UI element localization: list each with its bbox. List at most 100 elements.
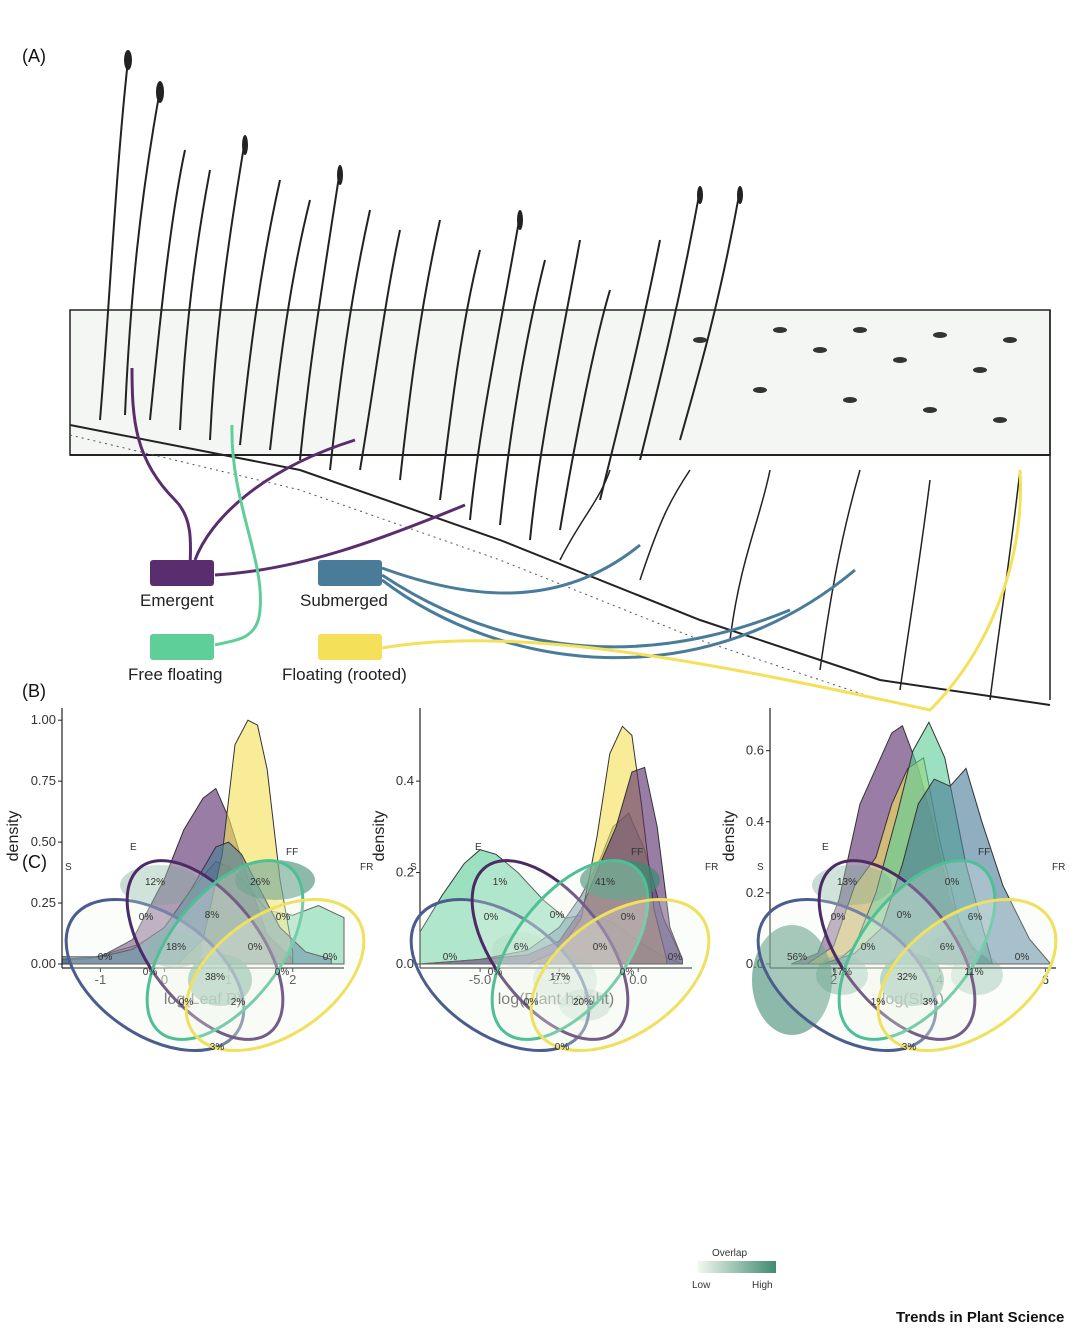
venn-set-label-e: E [475,842,482,853]
venn-region-s-e-fr: 2% [231,997,246,1008]
panel-c-label: (C) [22,852,47,872]
venn-region-ff-fr: 0% [621,912,636,923]
venn-region-e-only: 1% [493,877,508,888]
venn-region-e-ff-fr: 6% [940,942,955,953]
venn-shade-e-ff-s [492,932,548,968]
sediment [69,434,881,701]
venn-shade-e-fr [951,955,1003,995]
venn-region-s-ff: 0% [488,967,503,978]
legend-label-submerged: Submerged [300,591,388,610]
y-tick-label: 0.6 [746,743,764,758]
venn-set-e [817,859,977,1041]
venn-set-fr [184,897,366,1053]
venn-region-s-fr: 3% [902,1042,917,1053]
reed-heads [124,50,743,230]
legend-swatch-emergent [150,560,214,586]
venn-set-label-ff: FF [631,847,643,858]
x-tick-label: -5.0 [469,972,491,987]
venn-diagram-3: S E FF FR 13% 0% 0% 56% 0% 6% 0% 0% 6% 32% 17% 11% 3% 1% 3… [752,842,1065,1053]
venn-set-label-e: E [130,842,137,853]
reed-stems [99,59,741,541]
y-axis-title: density [371,811,388,862]
venn-region-center: 32% [897,972,917,983]
venn-region-s-only: 0% [98,952,113,963]
venn-shade-center [880,954,944,1006]
panel-a-label: (A) [22,46,46,66]
venn-region-s-ff-fr: 1% [871,997,886,1008]
y-axis-title: density [5,811,22,862]
venn-shade-e-only [812,865,892,905]
journal-credit: Trends in Plant Science [896,1309,1064,1326]
venn-shade-s-only [752,925,832,1035]
venn-region-center: 38% [205,972,225,983]
y-tick-label: 0.2 [396,865,414,880]
venn-region-e-ff: 8% [205,910,220,921]
venn-set-label-fr: FR [705,862,718,873]
venn-region-s-ff: 17% [832,967,852,978]
venn-set-label-ff: FF [286,847,298,858]
venn-region-s-ff: 0% [143,967,158,978]
venn-shade-ff-only [235,860,315,900]
panel-b-label: (B) [22,681,46,701]
venn-shade-s-e-fr [559,989,611,1021]
venn-set-ff [145,859,305,1041]
venn-diagram-2: S E FF FR 1% 41% 0% 0% 0% 0% 0% 6% 0% 17% 0% 0% 0% 0% 20% [409,842,718,1053]
y-tick-label: 0.00 [31,956,56,971]
venn-region-s-e: 0% [484,912,499,923]
venn-region-center: 17% [550,972,570,983]
venn-shade-e-only [120,865,200,905]
venn-region-s-e-fr: 3% [923,997,938,1008]
legend-swatch-submerged [318,560,382,586]
y-tick-label: 0.4 [746,814,764,829]
venn-region-s-fr: 3% [210,1042,225,1053]
venn-region-e-fr: 0% [620,967,635,978]
venn-set-ff [837,859,997,1041]
venn-shade-center [188,954,252,1006]
venn-shade-center [533,954,597,1006]
venn-region-e-ff: 0% [897,910,912,921]
y-tick-label: 1.00 [31,712,56,727]
overlap-legend-title: Overlap [712,1248,747,1259]
venn-set-e [470,859,630,1041]
venn-region-e-ff-fr: 0% [248,942,263,953]
venn-set-label-s: S [757,862,764,873]
x-tick-label: 0 [161,972,168,987]
venn-region-fr-only: 0% [1015,952,1030,963]
venn-region-fr-only: 0% [668,952,683,963]
legend-label-emergent: Emergent [140,591,214,610]
venn-set-label-fr: FR [360,862,373,873]
overlap-legend-high: High [752,1280,773,1291]
venn-region-e-fr: 0% [275,967,290,978]
venn-region-s-ff-fr: 0% [179,997,194,1008]
venn-set-fr [876,897,1058,1053]
submerged-plants [559,469,1021,701]
venn-region-s-only: 0% [443,952,458,963]
venn-diagram-1: S E FF FR 12% 26% 0% 0% 8% 0% 0% 18% 0% 38% 0% 0% 3% 0% 2% [64,842,373,1053]
y-tick-label: 0.25 [31,895,56,910]
lake-bank [69,424,1051,706]
density-series-emergent [419,766,684,965]
venn-region-s-e: 0% [139,912,154,923]
venn-set-ff [490,859,650,1041]
water-surface [69,309,1051,456]
y-tick-label: 0.4 [396,773,414,788]
venn-set-label-fr: FR [1052,862,1065,873]
venn-set-fr [529,897,711,1053]
venn-region-e-fr: 11% [964,967,983,978]
venn-region-fr-only: 0% [323,952,338,963]
venn-region-ff-only: 41% [595,877,615,888]
venn-region-s-fr: 0% [555,1042,570,1053]
venn-region-s-e: 0% [831,912,846,923]
connector-lines [130,367,1022,712]
x-tick-label: 2 [289,972,296,987]
x-tick-label: 2 [830,972,837,987]
x-axis-title: log(Plant height) [498,991,615,1008]
venn-region-e-only: 13% [837,877,857,888]
x-tick-label: 0.0 [629,972,647,987]
legend-label-free-floating: Free floating [128,665,223,684]
wetland-illustration: Emergent Submerged Free floating Floatin… [69,50,1051,712]
overlap-gradient-bar [698,1261,776,1273]
y-axis-title: density [721,811,738,862]
